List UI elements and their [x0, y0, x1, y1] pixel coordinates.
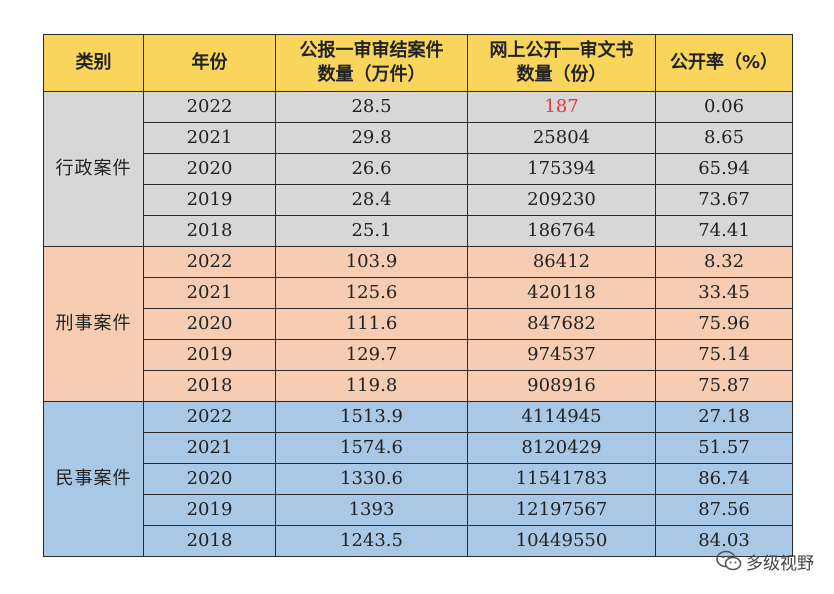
rate-cell: 65.94	[655, 153, 793, 185]
column-header-text: 网上公开一审文书	[489, 40, 634, 61]
year-cell: 2019	[143, 184, 276, 216]
concluded-cell: 103.9	[275, 246, 468, 278]
published-cell: 11541783	[467, 463, 656, 495]
table-row: 2018 25.1 186764 74.41	[44, 215, 793, 247]
published-cell: 908916	[467, 370, 656, 402]
column-header-text: 数量（份）	[516, 64, 607, 85]
year-cell: 2019	[143, 339, 276, 371]
watermark-text: 多级视野	[746, 553, 814, 574]
rate-cell: 75.87	[655, 370, 793, 402]
table-row: 2019 129.7 974537 75.14	[44, 339, 793, 371]
year-cell: 2022	[143, 91, 276, 123]
rate-cell: 8.65	[655, 122, 793, 154]
year-cell: 2022	[143, 401, 276, 433]
category-cell: 刑事案件	[43, 246, 144, 402]
rate-cell: 75.96	[655, 308, 793, 340]
published-cell: 209230	[467, 184, 656, 216]
rate-cell: 27.18	[655, 401, 793, 433]
published-cell: 10449550	[467, 525, 656, 557]
published-cell: 4114945	[467, 401, 656, 433]
published-cell: 187	[467, 91, 656, 123]
rate-cell: 0.06	[655, 91, 793, 123]
wechat-icon	[716, 550, 742, 572]
column-header-text: 公报一审审结案件	[299, 40, 444, 61]
published-cell: 186764	[467, 215, 656, 247]
year-cell: 2021	[143, 277, 276, 309]
year-cell: 2018	[143, 370, 276, 402]
table-row: 2021 125.6 420118 33.45	[44, 277, 793, 309]
concluded-cell: 26.6	[275, 153, 468, 185]
header-row: 类别 年份 公报一审审结案件 数量（万件） 网上公开一审文书 数量（份） 公开率（%）	[43, 34, 793, 92]
published-cell: 847682	[467, 308, 656, 340]
rate-cell: 74.41	[655, 215, 793, 247]
rate-cell: 8.32	[655, 246, 793, 278]
table-body: 行政案件 2022 28.5 187 0.06 2021 29.8 25804 8.65 2020…	[43, 91, 793, 557]
published-cell: 86412	[467, 246, 656, 278]
concluded-cell: 28.4	[275, 184, 468, 216]
column-header: 公开率（%）	[655, 34, 793, 92]
watermark: 多级视野	[716, 546, 814, 576]
rate-cell: 87.56	[655, 494, 793, 526]
year-cell: 2020	[143, 463, 276, 495]
year-cell: 2018	[143, 525, 276, 557]
column-header-text: 类别	[75, 52, 112, 73]
column-header: 类别	[43, 34, 144, 92]
column-header-text: 年份	[191, 52, 228, 73]
published-cell: 8120429	[467, 432, 656, 464]
table-row: 2020 1330.6 11541783 86.74	[44, 463, 793, 495]
table-row: 刑事案件 2022 103.9 86412 8.32	[43, 246, 793, 402]
concluded-cell: 129.7	[275, 339, 468, 371]
column-header: 网上公开一审文书 数量（份）	[467, 34, 656, 92]
year-cell: 2021	[143, 122, 276, 154]
rate-cell: 51.57	[655, 432, 793, 464]
category-cell: 行政案件	[43, 91, 144, 247]
published-cell: 974537	[467, 339, 656, 371]
concluded-cell: 1243.5	[275, 525, 468, 557]
table-row: 2020 111.6 847682 75.96	[44, 308, 793, 340]
concluded-cell: 29.8	[275, 122, 468, 154]
rate-cell: 73.67	[655, 184, 793, 216]
rate-cell: 75.14	[655, 339, 793, 371]
concluded-cell: 1393	[275, 494, 468, 526]
concluded-cell: 125.6	[275, 277, 468, 309]
table-row: 行政案件 2022 28.5 187 0.06	[43, 91, 793, 247]
column-header: 年份	[143, 34, 276, 92]
concluded-cell: 1574.6	[275, 432, 468, 464]
table-row: 2018 119.8 908916 75.87	[44, 370, 793, 402]
column-header-text: 公开率（%）	[669, 52, 779, 73]
concluded-cell: 1330.6	[275, 463, 468, 495]
table-row: 2020 26.6 175394 65.94	[44, 153, 793, 185]
table-row: 2021 29.8 25804 8.65	[44, 122, 793, 154]
concluded-cell: 119.8	[275, 370, 468, 402]
concluded-cell: 25.1	[275, 215, 468, 247]
data-table: 类别 年份 公报一审审结案件 数量（万件） 网上公开一审文书 数量（份） 公开率（%） 行政…	[43, 34, 793, 557]
concluded-cell: 1513.9	[275, 401, 468, 433]
column-header-text: 数量（万件）	[317, 64, 426, 85]
concluded-cell: 111.6	[275, 308, 468, 340]
year-cell: 2022	[143, 246, 276, 278]
year-cell: 2019	[143, 494, 276, 526]
concluded-cell: 28.5	[275, 91, 468, 123]
table-row: 民事案件 2022 1513.9 4114945 27.18	[43, 401, 793, 557]
table-row: 2018 1243.5 10449550 84.03	[44, 525, 793, 557]
year-cell: 2018	[143, 215, 276, 247]
table-row: 2019 1393 12197567 87.56	[44, 494, 793, 526]
published-cell: 25804	[467, 122, 656, 154]
year-cell: 2021	[143, 432, 276, 464]
published-cell: 420118	[467, 277, 656, 309]
published-cell: 12197567	[467, 494, 656, 526]
rate-cell: 33.45	[655, 277, 793, 309]
table-row: 2019 28.4 209230 73.67	[44, 184, 793, 216]
year-cell: 2020	[143, 308, 276, 340]
category-cell: 民事案件	[43, 401, 144, 557]
table-row: 2021 1574.6 8120429 51.57	[44, 432, 793, 464]
column-header: 公报一审审结案件 数量（万件）	[275, 34, 468, 92]
published-cell: 175394	[467, 153, 656, 185]
rate-cell: 86.74	[655, 463, 793, 495]
year-cell: 2020	[143, 153, 276, 185]
